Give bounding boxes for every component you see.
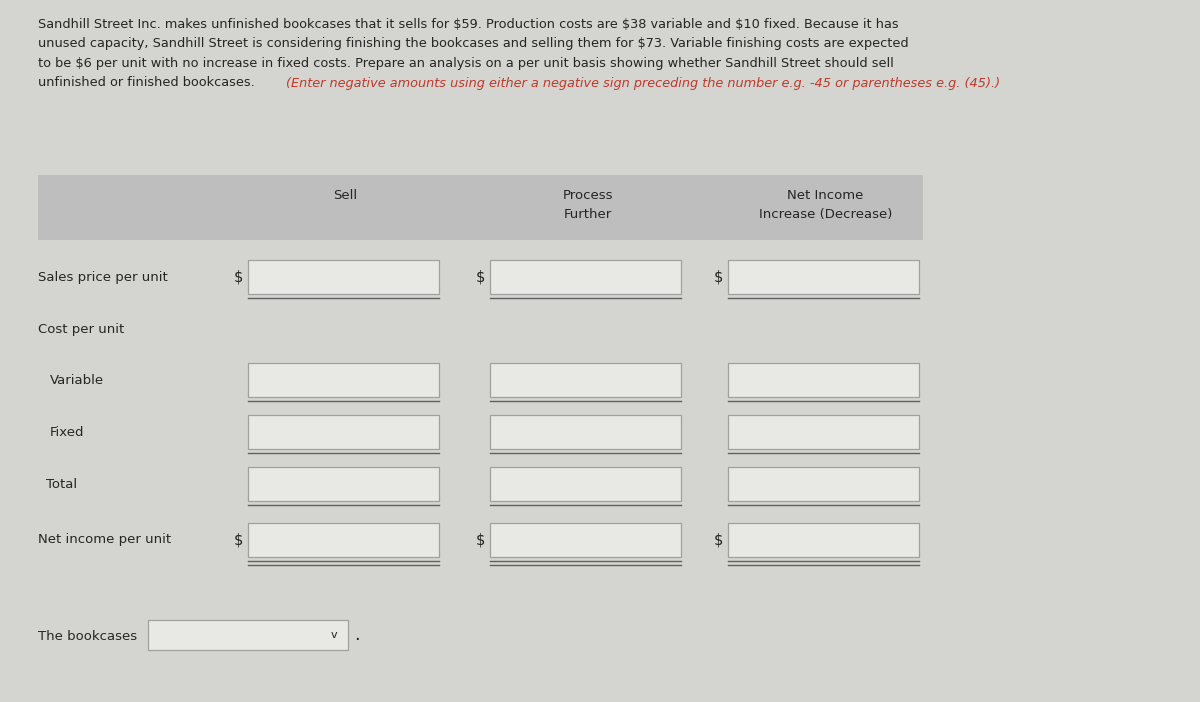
Text: to be $6 per unit with no increase in fixed costs. Prepare an analysis on a per : to be $6 per unit with no increase in fi… [38,57,894,70]
Text: Increase (Decrease): Increase (Decrease) [758,208,892,221]
Text: unfinished or finished bookcases.: unfinished or finished bookcases. [38,77,259,89]
Bar [38,175,923,240]
Text: Net Income: Net Income [787,189,864,202]
Bar [490,260,682,294]
Text: $: $ [234,270,244,284]
Text: Fixed: Fixed [50,425,84,439]
Bar [490,523,682,557]
Text: Sales price per unit: Sales price per unit [38,270,168,284]
Text: $: $ [234,533,244,548]
Text: .: . [354,626,360,644]
Bar [728,523,919,557]
Text: $: $ [476,533,485,548]
Bar [728,363,919,397]
Text: v: v [331,630,337,640]
Text: The bookcases: The bookcases [38,630,137,644]
Bar [490,467,682,501]
Bar [248,415,439,449]
Text: Further: Further [563,208,612,221]
Text: $: $ [714,270,724,284]
Bar [728,415,919,449]
Bar [490,415,682,449]
Text: Cost per unit: Cost per unit [38,324,125,336]
Bar [248,260,439,294]
Text: Process: Process [563,189,613,202]
Text: (Enter negative amounts using either a negative sign preceding the number e.g. -: (Enter negative amounts using either a n… [286,77,1000,89]
Text: Net income per unit: Net income per unit [38,534,172,546]
Bar [248,363,439,397]
Text: $: $ [476,270,485,284]
Text: Variable: Variable [50,373,104,387]
Text: Total: Total [46,477,77,491]
Bar [248,467,439,501]
Bar [148,620,348,650]
Bar [728,467,919,501]
Text: Sell: Sell [334,189,358,202]
Text: Sandhill Street Inc. makes unfinished bookcases that it sells for $59. Productio: Sandhill Street Inc. makes unfinished bo… [38,18,899,31]
Bar [728,260,919,294]
Bar [490,363,682,397]
Bar [248,523,439,557]
Text: $: $ [714,533,724,548]
Text: unused capacity, Sandhill Street is considering finishing the bookcases and sell: unused capacity, Sandhill Street is cons… [38,37,908,51]
